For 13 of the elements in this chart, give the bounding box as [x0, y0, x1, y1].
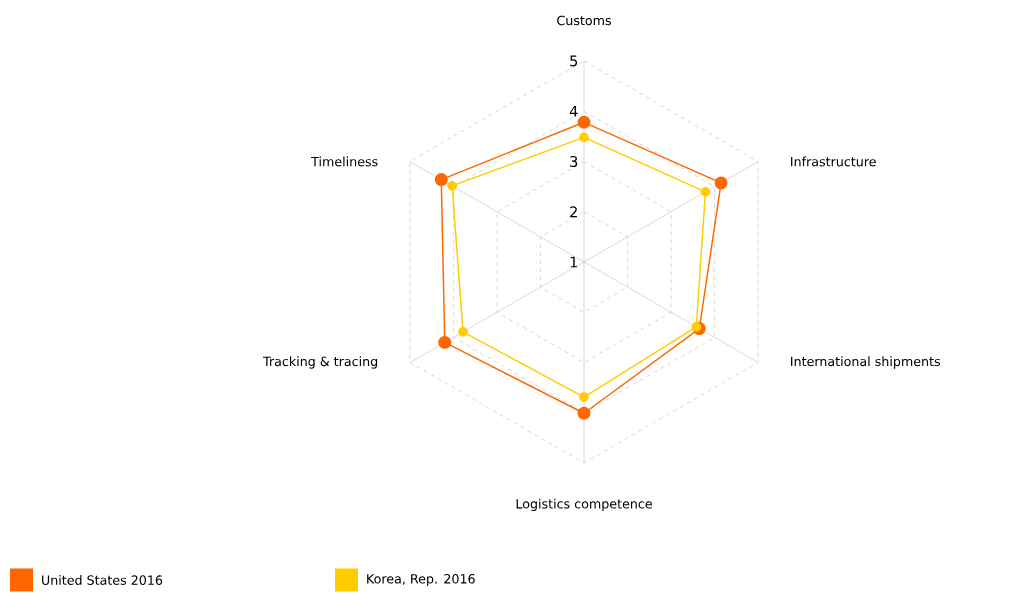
legend-label: United States 2016: [42, 575, 163, 585]
y-tick-label: 2: [570, 206, 577, 218]
spoke-label: International shipments: [791, 356, 941, 369]
y-tick-label: 5: [570, 55, 578, 67]
legend-label: Korea, Rep. 2016: [367, 573, 475, 587]
spoke-label: Customs: [557, 15, 611, 26]
spoke-label: Logistics competence: [516, 498, 652, 512]
y-tick-label: 4: [569, 105, 578, 117]
spoke-label: Timeliness: [311, 156, 378, 167]
y-tick-label: 3: [570, 155, 578, 168]
spoke-label: Infrastructure: [791, 156, 876, 167]
y-tick-label: 1: [570, 256, 578, 268]
spoke-label: Tracking & tracing: [262, 356, 378, 369]
